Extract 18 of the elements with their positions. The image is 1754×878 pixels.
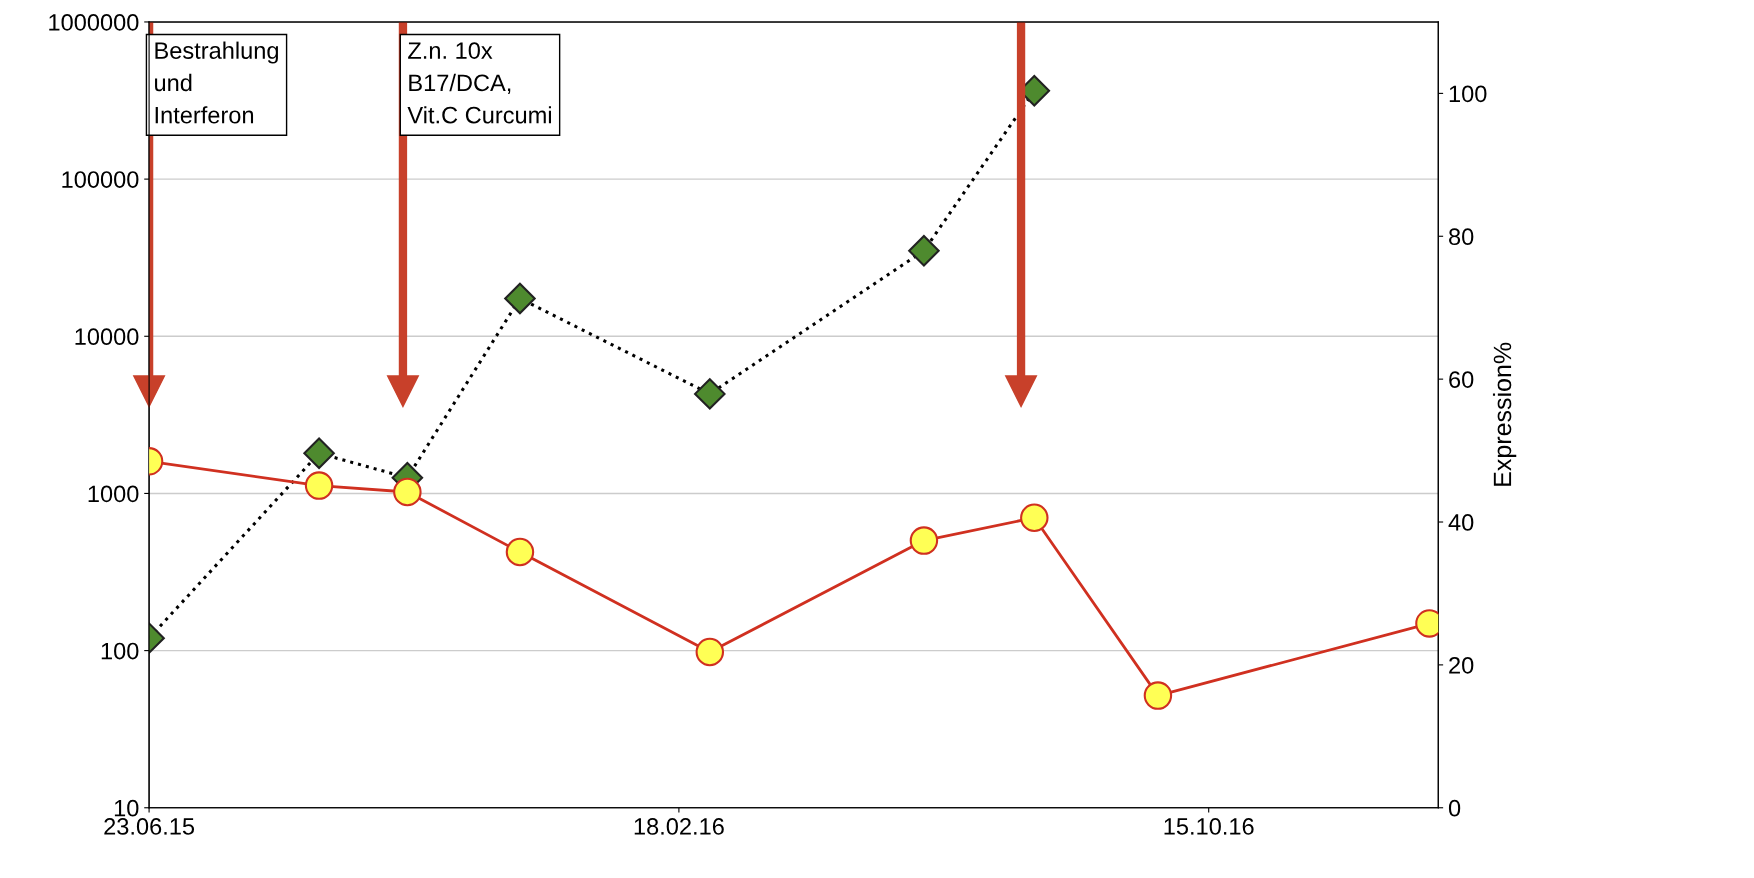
x-tick-label: 23.06.15 bbox=[104, 818, 195, 835]
y2-tick-label: 40 bbox=[1448, 514, 1474, 531]
y-tick-label: 100000 bbox=[62, 171, 139, 188]
y-tick-label: 10000 bbox=[75, 328, 139, 346]
y-tick-label: 1000000 bbox=[49, 14, 139, 31]
y-tick-label: 1000 bbox=[88, 485, 139, 503]
annotation: Z.n. 10x B17/DCA, Vit.C Curcumi bbox=[407, 42, 551, 124]
y2-tick-label: 20 bbox=[1449, 656, 1474, 674]
y2-tick-label: 60 bbox=[1449, 371, 1474, 388]
y2-tick-label: 100 bbox=[1449, 85, 1487, 103]
y2-axis-title: Expression% bbox=[1492, 342, 1517, 486]
x-tick-label: 15.10.16 bbox=[1164, 818, 1254, 835]
y-tick-label: 10 bbox=[114, 799, 139, 817]
y2-tick-label: 80 bbox=[1449, 228, 1474, 246]
y-tick-label: 100 bbox=[101, 642, 139, 660]
y2-tick-label: 0 bbox=[1448, 799, 1461, 817]
x-tick-label: 18.02.16 bbox=[634, 818, 724, 835]
annotation: Bestrahlung und Interferon bbox=[155, 41, 278, 124]
